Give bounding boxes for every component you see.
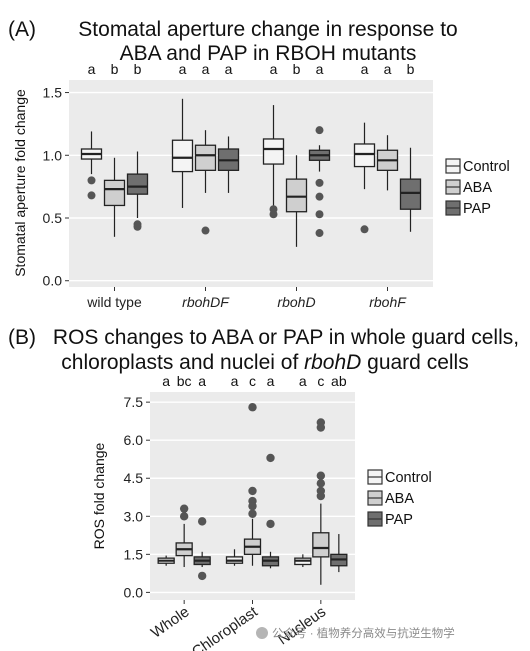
panel-b-y-axis-label: ROS fold change — [91, 442, 107, 549]
category-label: rbohF — [369, 294, 407, 310]
panel-b-title-line2-post: guard cells — [361, 351, 468, 374]
box-control — [262, 138, 285, 165]
significance-letter: a — [179, 61, 187, 77]
significance-letter: bc — [177, 373, 192, 389]
significance-letter: a — [384, 61, 392, 77]
significance-letter: a — [225, 61, 233, 77]
panel-b-title-line1: ROS changes to ABA or PAP in whole guard… — [53, 326, 519, 349]
y-tick-label: 6.0 — [124, 432, 144, 448]
category-label: Chloroplast — [189, 603, 262, 651]
watermark: 公众号 · 植物养分高效与抗逆生物学 — [256, 626, 455, 640]
outlier-point — [269, 210, 278, 219]
significance-letter: a — [361, 61, 369, 77]
outlier-point — [266, 453, 275, 463]
outlier-point — [197, 517, 207, 526]
significance-letter: a — [88, 61, 96, 77]
wechat-icon — [256, 627, 268, 639]
outlier-point — [248, 403, 257, 412]
category-label: wild type — [86, 294, 142, 310]
significance-letter: a — [299, 373, 307, 389]
outlier-point — [315, 178, 324, 187]
significance-letter: c — [249, 373, 256, 389]
significance-letter: a — [162, 373, 170, 389]
legend-a-aba: ABA — [463, 180, 492, 196]
panel-b-title-line2-italic: rbohD — [304, 351, 361, 374]
box-aba — [285, 178, 308, 213]
significance-letter: a — [202, 61, 210, 77]
box-control — [171, 139, 194, 173]
box-pap — [399, 178, 422, 210]
box-aba — [194, 144, 217, 171]
significance-letter: b — [407, 61, 415, 77]
outlier-point — [248, 486, 257, 496]
outlier-point — [179, 512, 189, 521]
significance-letter: c — [317, 373, 324, 389]
panel-a-y-axis-label: Stomatal aperture fold change — [12, 89, 28, 277]
outlier-point — [316, 479, 326, 488]
outlier-point — [87, 191, 96, 200]
significance-letter: b — [293, 61, 301, 77]
outlier-point — [315, 192, 324, 201]
outlier-point — [315, 126, 324, 135]
significance-letter: a — [316, 61, 324, 77]
box-control — [353, 143, 376, 168]
outlier-point — [197, 571, 207, 581]
box-aba — [103, 179, 126, 207]
y-tick-label: 1.5 — [124, 546, 144, 562]
panel-a-legend: Control ABA PAP — [445, 158, 510, 217]
significance-letter: a — [198, 373, 206, 389]
category-label: Nucleus — [275, 603, 329, 648]
significance-letter: b — [134, 61, 142, 77]
category-label: rbohDF — [182, 294, 230, 310]
outlier-point — [201, 226, 210, 235]
legend-b-control: Control — [385, 470, 432, 486]
significance-letter: a — [267, 373, 275, 389]
box-pap — [126, 173, 149, 195]
outlier-point — [133, 222, 142, 231]
y-tick-label: 1.0 — [43, 147, 63, 163]
panel-b-label: (B) — [8, 326, 36, 349]
outlier-point — [316, 471, 326, 480]
panel-a-title-line1: Stomatal aperture change in response to — [78, 18, 457, 41]
outlier-point — [248, 509, 257, 518]
y-tick-label: 0.5 — [43, 210, 63, 226]
panel-a-label: (A) — [8, 18, 36, 41]
y-tick-label: 0.0 — [124, 584, 144, 600]
outlier-point — [87, 176, 96, 185]
legend-a-control: Control — [463, 159, 510, 175]
significance-letter: a — [231, 373, 239, 389]
panel-b-legend: Control ABA PAP — [367, 469, 432, 528]
box-aba — [312, 532, 330, 558]
outlier-point — [179, 504, 189, 513]
outlier-point — [316, 423, 326, 432]
panel-a-title-line2: ABA and PAP in RBOH mutants — [120, 42, 417, 65]
y-tick-label: 1.5 — [43, 85, 63, 101]
significance-letter: a — [270, 61, 278, 77]
outlier-point — [315, 210, 324, 219]
outlier-point — [248, 501, 257, 511]
category-label: Whole — [148, 603, 193, 641]
significance-letter: b — [111, 61, 119, 77]
y-tick-label: 4.5 — [124, 470, 144, 486]
legend-b-pap: PAP — [385, 512, 413, 528]
legend-a-pap: PAP — [463, 201, 491, 217]
legend-b-aba: ABA — [385, 491, 414, 507]
outlier-point — [360, 225, 369, 234]
significance-letter: ab — [331, 373, 347, 389]
y-tick-label: 7.5 — [124, 394, 144, 410]
y-tick-label: 0.0 — [43, 273, 63, 289]
watermark-text: 公众号 · 植物养分高效与抗逆生物学 — [272, 626, 455, 640]
panel-b-title-line2-pre: chloroplasts and nuclei of — [61, 351, 304, 374]
category-label: rbohD — [277, 294, 315, 310]
outlier-point — [315, 229, 324, 238]
outlier-point — [316, 491, 326, 501]
panel-b-title-line2: chloroplasts and nuclei of rbohD guard c… — [61, 351, 468, 374]
y-tick-label: 3.0 — [124, 508, 144, 524]
outlier-point — [266, 519, 275, 529]
